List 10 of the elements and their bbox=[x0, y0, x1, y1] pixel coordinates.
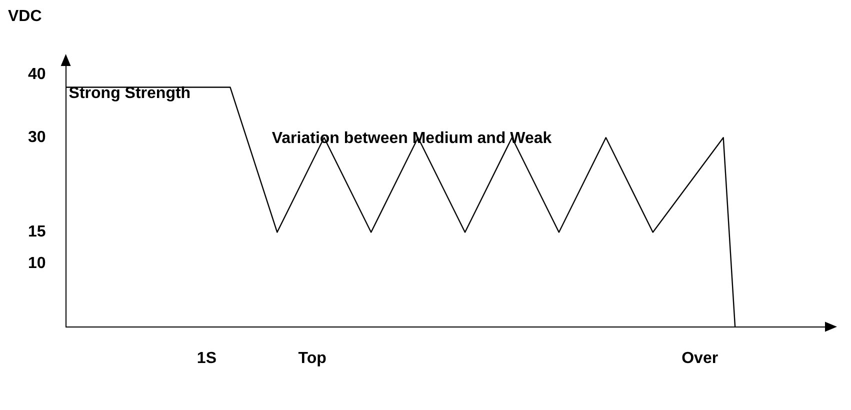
y-tick-label: 40 bbox=[28, 66, 46, 84]
y-axis-title: VDC bbox=[8, 8, 42, 26]
x-tick-label: 1S bbox=[196, 350, 217, 367]
annotation: Strong Strength bbox=[68, 85, 191, 102]
y-tick-label: 10 bbox=[28, 255, 46, 272]
annotation: Variation between Medium and Weak bbox=[272, 130, 552, 148]
y-tick-label: 15 bbox=[28, 224, 46, 241]
x-tick-label: Over bbox=[682, 350, 718, 367]
x-tick-label: Top bbox=[298, 350, 327, 367]
y-tick-label: 30 bbox=[28, 129, 46, 146]
